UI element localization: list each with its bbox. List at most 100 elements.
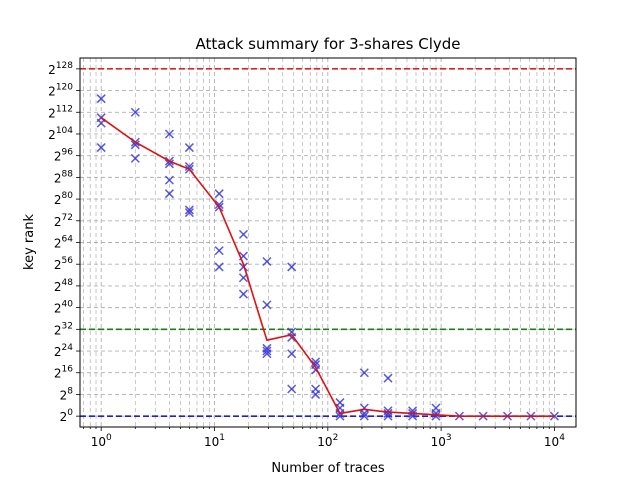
scatter-point xyxy=(214,199,224,210)
scatter-point-stroke xyxy=(383,373,393,383)
x-tick-exponent: 4 xyxy=(559,433,565,443)
y-tick-base: 2 xyxy=(54,280,62,294)
y-tick-base: 2 xyxy=(48,128,56,142)
scatter-point-stroke xyxy=(184,143,194,153)
scatter-point-stroke xyxy=(383,411,393,421)
x-tick-label: 101 xyxy=(204,433,225,449)
x-tick-exponent: 1 xyxy=(219,433,225,443)
scatter-point xyxy=(383,408,393,418)
y-tick-label: 20 xyxy=(60,408,74,424)
scatter-point-stroke xyxy=(262,346,272,356)
y-tick-base: 2 xyxy=(54,302,62,316)
scatter-point xyxy=(431,411,441,421)
scatter-point-stroke xyxy=(214,262,224,272)
scatter-point-stroke xyxy=(130,153,140,163)
x-tick-label: 100 xyxy=(91,433,112,449)
y-tick-exponent: 72 xyxy=(62,213,73,223)
y-tick-exponent: 104 xyxy=(56,126,73,136)
scatter-point xyxy=(130,140,140,150)
scatter-point xyxy=(214,262,224,272)
scatter-point-stroke xyxy=(130,140,140,150)
scatter-point-stroke xyxy=(311,365,321,375)
scatter-point xyxy=(164,189,174,199)
y-tick-label: 296 xyxy=(54,148,73,164)
y-tick-exponent: 96 xyxy=(62,148,74,158)
median-line-series xyxy=(100,117,555,417)
scatter-point xyxy=(383,373,393,383)
y-tick-exponent: 112 xyxy=(56,104,73,114)
y-tick-label: 2104 xyxy=(48,126,73,142)
x-tick-base: 10 xyxy=(204,435,219,449)
y-tick-label: 264 xyxy=(54,235,73,251)
scatter-point xyxy=(549,411,559,421)
y-tick-base: 2 xyxy=(60,410,68,424)
y-tick-label: 224 xyxy=(54,343,73,359)
y-tick-label: 2120 xyxy=(48,83,73,99)
y-tick-exponent: 8 xyxy=(67,386,73,396)
scatter-point xyxy=(96,94,106,104)
scatter-point xyxy=(164,129,174,139)
scatter-point-stroke xyxy=(359,408,369,418)
scatter-point-stroke xyxy=(164,129,174,139)
scatter-point-stroke xyxy=(164,175,174,185)
y-tick-exponent: 16 xyxy=(62,365,74,375)
scatter-point xyxy=(214,246,224,256)
scatter-point-stroke xyxy=(287,384,297,394)
scatter-point-stroke xyxy=(130,107,140,117)
x-axis-label: Number of traces xyxy=(271,461,385,476)
y-tick-exponent: 48 xyxy=(62,278,74,288)
y-tick-exponent: 32 xyxy=(62,321,73,331)
chart-title: Attack summary for 3-shares Clyde xyxy=(196,35,461,53)
y-tick-label: 216 xyxy=(54,365,73,381)
scatter-point xyxy=(184,161,194,172)
y-tick-base: 2 xyxy=(54,237,62,251)
scatter-point xyxy=(164,159,174,169)
y-tick-base: 2 xyxy=(54,171,62,185)
y-tick-label: 2112 xyxy=(48,104,73,120)
y-tick-label: 280 xyxy=(54,191,73,207)
x-tick-base: 10 xyxy=(431,435,446,449)
scatter-point xyxy=(184,208,194,218)
y-tick-base: 2 xyxy=(54,258,62,272)
scatter-point xyxy=(262,346,272,356)
x-tick-label: 102 xyxy=(317,433,338,449)
scatter-point xyxy=(359,408,369,418)
scatter-point-stroke xyxy=(287,262,297,272)
scatter-point xyxy=(130,153,140,163)
scatter-point xyxy=(359,411,369,421)
y-tick-base: 2 xyxy=(54,150,62,164)
scatter-point-stroke xyxy=(164,189,174,199)
y-tick-base: 2 xyxy=(48,63,56,77)
x-tick-base: 10 xyxy=(317,435,332,449)
scatter-point xyxy=(262,256,272,267)
y-tick-base: 2 xyxy=(54,345,62,359)
scatter-point xyxy=(359,368,369,378)
scatter-point xyxy=(287,262,297,272)
scatter-point-stroke xyxy=(214,189,224,199)
y-tick-label: 2128 xyxy=(48,61,73,77)
y-tick-exponent: 80 xyxy=(62,191,74,201)
y-axis-ticks: 2028216224232240248256264272280288296210… xyxy=(48,61,80,424)
x-tick-exponent: 3 xyxy=(446,433,452,443)
x-tick-exponent: 0 xyxy=(106,433,112,443)
scatter-point-stroke xyxy=(431,408,441,418)
y-tick-base: 2 xyxy=(54,215,62,229)
scatter-point-stroke xyxy=(311,389,321,399)
scatter-point xyxy=(262,349,272,359)
scatter-point xyxy=(184,205,194,215)
scatter-point xyxy=(164,175,174,185)
y-tick-base: 2 xyxy=(54,367,62,381)
scatter-point-stroke xyxy=(549,411,559,421)
scatter-point-stroke xyxy=(287,332,297,342)
scatter-point-stroke xyxy=(383,408,393,418)
x-axis-ticks: 100 101 102 103 104 xyxy=(83,427,565,449)
scatter-point xyxy=(431,408,441,418)
y-tick-exponent: 40 xyxy=(62,300,74,310)
x-tick-base: 10 xyxy=(544,435,559,449)
scatter-point-stroke xyxy=(214,199,224,210)
scatter-point-stroke xyxy=(262,349,272,359)
scatter-point-stroke xyxy=(359,411,369,421)
y-tick-base: 2 xyxy=(54,323,62,337)
